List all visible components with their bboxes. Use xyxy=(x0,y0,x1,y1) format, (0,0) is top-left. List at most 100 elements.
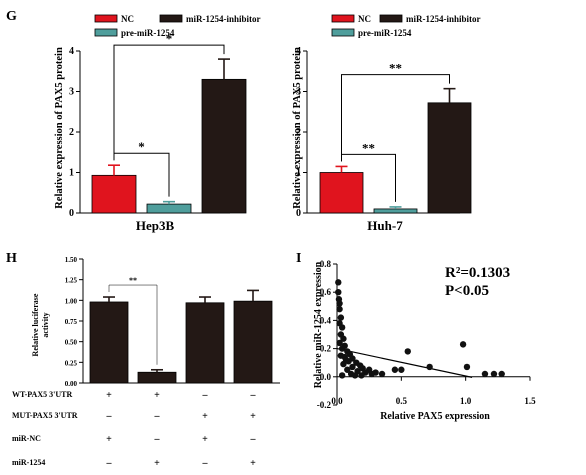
legend-label-nc: NC xyxy=(121,14,134,24)
condition-mark: – xyxy=(250,434,257,445)
condition-label: WT-PAX5 3'UTR xyxy=(12,390,72,399)
scatter-point xyxy=(368,370,375,378)
y-tick-label: 0.00 xyxy=(65,380,78,388)
annotation-r-squared: R²=0.1303 xyxy=(445,265,510,281)
legend-hep3b: NC miR-1254-inhibitor pre-miR-1254 xyxy=(94,14,261,38)
scatter-point xyxy=(490,370,498,378)
regression-line xyxy=(336,348,473,378)
scatter-point xyxy=(340,335,347,342)
y-tick-label: -0.2 xyxy=(317,400,332,410)
condition-mark: + xyxy=(202,411,208,422)
y-tick-label: 0.2 xyxy=(320,344,332,354)
chart-luciferase: Relative luciferase activity 0.00 0.25 0.5… xyxy=(12,256,280,469)
bar xyxy=(233,300,273,384)
scatter-point xyxy=(426,363,433,371)
y-tick-label: 1 xyxy=(69,168,74,179)
condition-label: MUT-PAX5 3'UTR xyxy=(12,411,78,420)
y-tick-label: 0.6 xyxy=(320,287,332,297)
condition-mark: + xyxy=(250,458,256,469)
x-axis-label-hep3b: Hep3B xyxy=(136,218,175,233)
condition-label: miR-NC xyxy=(12,434,41,443)
scatter-point xyxy=(335,279,342,286)
condition-mark: – xyxy=(202,390,209,401)
y-tick-label: 2 xyxy=(296,127,301,138)
legend-swatch-nc xyxy=(94,14,118,23)
scatter-point xyxy=(337,314,345,321)
significance-label: * xyxy=(166,31,173,46)
x-tick-label: 0.5 xyxy=(396,396,408,406)
condition-mark: + xyxy=(154,458,160,469)
condition-mark: + xyxy=(154,390,160,401)
y-axis-label-huh7: Relative expression of PAX5 protein xyxy=(292,47,303,209)
chart-huh7: NC miR-1254-inhibitor pre-miR-1254 Relat… xyxy=(292,14,481,233)
legend-label-inhibitor: miR-1254-inhibitor xyxy=(186,14,261,24)
legend-label-pre: pre-miR-1254 xyxy=(121,28,175,38)
scatter-point xyxy=(338,372,346,379)
scatter-point xyxy=(349,363,356,371)
y-axis-label-luciferase-line2: activity xyxy=(41,312,50,337)
y-axis-label-luciferase-line1: Relative luciferase xyxy=(31,293,40,356)
scatter-point xyxy=(391,366,399,373)
significance-bracket xyxy=(341,74,450,162)
panel-label-g: G xyxy=(6,9,17,24)
legend-label-pre: pre-miR-1254 xyxy=(358,28,412,38)
y-tick-label: 0.75 xyxy=(65,318,78,326)
condition-mark: – xyxy=(106,458,113,469)
condition-mark: – xyxy=(154,434,161,445)
condition-mark: + xyxy=(106,434,112,445)
y-tick-label: 3 xyxy=(69,87,74,98)
panel-label-i: I xyxy=(296,251,301,266)
legend-label-inhibitor: miR-1254-inhibitor xyxy=(406,14,481,24)
y-tick-label: 1 xyxy=(296,168,301,179)
y-tick-label: 0.0 xyxy=(320,372,332,382)
scatter-point xyxy=(336,305,343,313)
legend-swatch-inhibitor xyxy=(379,14,403,23)
legend-swatch-pre xyxy=(94,28,118,37)
y-tick-label: 3 xyxy=(296,87,301,98)
bar xyxy=(146,203,192,214)
y-axis-label-correlation: Relative miR-1254 expression xyxy=(313,261,324,388)
scatter-point xyxy=(337,352,345,359)
significance-label: ** xyxy=(389,61,402,76)
condition-mark: – xyxy=(106,411,113,422)
y-tick-label: 0 xyxy=(69,208,74,219)
condition-mark: + xyxy=(202,434,208,445)
legend-swatch-nc xyxy=(331,14,355,23)
x-axis-label-correlation: Relative PAX5 expression xyxy=(380,411,490,422)
y-tick-label: 0 xyxy=(296,208,301,219)
scatter-point xyxy=(338,324,346,331)
bar xyxy=(137,371,177,384)
scatter-point xyxy=(338,345,346,352)
x-axis-label-huh7: Huh-7 xyxy=(367,218,403,233)
scatter-point xyxy=(358,372,365,379)
significance-label: ** xyxy=(129,276,137,285)
condition-mark: – xyxy=(154,411,161,422)
scatter-point xyxy=(404,348,411,355)
scatter-point xyxy=(344,366,351,373)
legend-huh7: NC miR-1254-inhibitor pre-miR-1254 xyxy=(331,14,481,38)
bar xyxy=(201,78,247,214)
significance-bracket xyxy=(113,44,225,161)
y-axis-label-hep3b: Relative expression of PAX5 protein xyxy=(54,47,65,209)
scatter-point xyxy=(398,366,405,373)
y-tick-label: 0.25 xyxy=(65,359,78,367)
chart-correlation: Relative miR-1254 expression Relative PA… xyxy=(313,259,536,422)
legend-label-nc: NC xyxy=(358,14,371,24)
scatter-point xyxy=(481,370,489,378)
x-tick-label: 0.0 xyxy=(331,396,343,406)
significance-label: ** xyxy=(362,140,375,155)
bar xyxy=(319,172,364,214)
y-tick-label: 0.50 xyxy=(65,339,78,347)
panel-label-h: H xyxy=(6,251,17,266)
scatter-point xyxy=(342,356,350,364)
legend-swatch-pre xyxy=(331,28,355,37)
y-tick-label: 2 xyxy=(69,127,74,138)
y-tick-label: 0.4 xyxy=(320,315,332,325)
bar xyxy=(427,102,472,214)
bar xyxy=(185,302,225,384)
x-tick-label: 1.0 xyxy=(460,396,472,406)
annotation-p-value: P<0.05 xyxy=(445,283,489,299)
scatter-point xyxy=(336,300,343,307)
y-tick-label: 4 xyxy=(296,46,301,57)
